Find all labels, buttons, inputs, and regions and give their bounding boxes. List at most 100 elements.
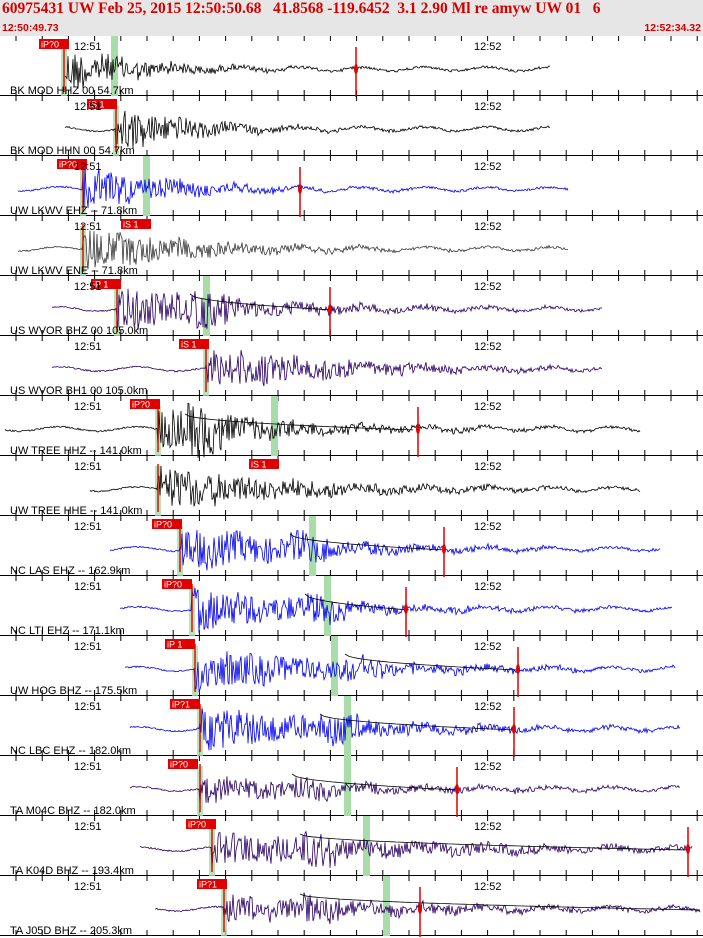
waveform-trace[interactable] — [17, 166, 569, 209]
travel-time-curve — [289, 533, 443, 551]
phase-band — [271, 396, 278, 456]
pick-label: iP?0 — [154, 520, 172, 530]
waveform-trace[interactable] — [52, 288, 603, 331]
minute-label: 12:51 — [74, 761, 102, 773]
travel-time-curve — [304, 593, 410, 611]
waveform-trace[interactable] — [17, 230, 568, 270]
trace-panel[interactable]: iP?1 12:51 12:52 NC LBC EHZ -- 182.0km — [0, 696, 703, 757]
channel-label: US WVOR BH1 00 105.0km — [10, 385, 148, 397]
pick-flag — [162, 579, 192, 589]
minute-label: 12:52 — [474, 641, 502, 653]
waveform-trace[interactable] — [119, 587, 673, 633]
minute-label: 12:51 — [74, 161, 102, 173]
pick-label: iP?0 — [41, 40, 59, 50]
trace-panel[interactable]: iP?0 12:51 12:52 NC LAS EHZ -- 162.9km — [0, 516, 703, 577]
trace-panel[interactable]: iP?0 12:51 12:52 NC LTI EHZ -- 171.1km — [0, 576, 703, 637]
pick-marker[interactable]: iP 1 — [91, 279, 121, 290]
waveform-trace[interactable] — [89, 465, 641, 507]
phase-band — [143, 156, 150, 216]
trace-panel[interactable]: iP?0 12:51 12:52 TA M04C BHZ -- 182.0km — [0, 756, 703, 817]
pick-label: iP?0 — [164, 580, 182, 590]
waveform-trace[interactable] — [139, 830, 693, 869]
trace-panel[interactable]: iP 1 12:51 12:52 UW HOG BHZ -- 175.5km — [0, 636, 703, 697]
pick-flag — [170, 699, 200, 709]
travel-time-curve — [299, 833, 689, 851]
trace-panel[interactable]: iS 1 12:51 12:52 UW LKWV ENE -- 71.8km — [0, 216, 703, 277]
pick-marker[interactable]: iP?0 — [57, 159, 87, 170]
pick-marker[interactable]: iP?0 — [130, 399, 160, 410]
pick-marker[interactable]: iS 1 — [249, 459, 279, 470]
minute-label: 12:52 — [474, 161, 502, 173]
channel-label: UW TREE HHE -- 141.0km — [10, 505, 142, 517]
minute-label: 12:52 — [474, 221, 502, 233]
waveform-trace[interactable] — [129, 708, 681, 751]
trace-panel[interactable]: iP?0 12:51 12:52 UW TREE HHZ -- 141.0km — [0, 396, 703, 458]
pick-flag — [249, 459, 279, 469]
pick-marker[interactable]: iP?0 — [168, 759, 198, 770]
window-end-time: 12:52:34.32 — [644, 22, 701, 34]
waveform-trace[interactable] — [124, 651, 676, 693]
header-bar: 60975431 UW Feb 25, 2015 12:50:50.68 41.… — [0, 0, 703, 36]
pick-marker[interactable]: iP?0 — [186, 819, 216, 830]
waveform-trace[interactable] — [129, 776, 681, 804]
phase-band — [111, 36, 118, 96]
pick-flag — [39, 39, 69, 49]
pick-flag — [197, 879, 227, 889]
trace-panel[interactable]: iS 1 12:51 12:52 UW TREE HHE -- 141.0km — [0, 456, 703, 517]
pick-marker[interactable]: iP 1 — [165, 639, 195, 650]
minute-label: 12:52 — [474, 461, 502, 473]
pick-flag — [91, 279, 121, 289]
waveform-trace[interactable] — [4, 402, 641, 458]
pick-flag — [168, 759, 198, 769]
channel-label: UW LKWV EHZ -- 71.8km — [10, 205, 137, 217]
minute-label: 12:52 — [474, 41, 502, 53]
phase-band — [203, 276, 210, 336]
trace-panel[interactable]: iS 112:51 12:52 BK MOD HHN 00 54.7km — [0, 96, 703, 157]
waveform-trace[interactable] — [109, 530, 661, 571]
trace-panel[interactable]: iP?1 12:51 12:52 TA J05D BHZ -- 205.3km — [0, 876, 703, 937]
minute-label: 12:52 — [474, 281, 502, 293]
channel-label: US WVOR BHZ 00 105.0km — [10, 325, 148, 337]
trace-panel[interactable]: iS 1 12:51 12:52 US WVOR BH1 00 105.0km — [0, 336, 703, 397]
minute-label: 12:52 — [474, 701, 502, 713]
pick-label: iS 1 — [89, 100, 105, 110]
minute-label: 12:51 — [74, 881, 102, 893]
trace-panel[interactable]: iP 112:51 12:52 US WVOR BHZ 00 105.0km — [0, 276, 703, 337]
amplitude-marker-head — [455, 784, 459, 794]
pick-marker[interactable]: iS 1 — [87, 99, 117, 110]
pick-marker[interactable]: iP?1 — [170, 699, 200, 710]
waveform-trace[interactable] — [64, 110, 551, 149]
pick-label: iP?0 — [188, 820, 206, 830]
pick-flag — [179, 339, 209, 349]
trace-panel[interactable]: iP?0 12:51 12:52 TA K04D BHZ -- 193.4km — [0, 816, 703, 877]
pick-label: iP?0 — [170, 760, 188, 770]
phase-band — [331, 636, 338, 696]
waveform-trace[interactable] — [64, 53, 551, 89]
waveform-trace[interactable] — [51, 350, 602, 387]
trace-panel[interactable]: iP?012:51 12:52 UW LKWV EHZ -- 71.8km — [0, 156, 703, 217]
channel-label: UW HOG BHZ -- 175.5km — [10, 685, 137, 697]
amplitude-marker-head — [298, 184, 302, 194]
pick-marker[interactable]: iP?0 — [152, 519, 182, 530]
channel-label: UW TREE HHZ -- 141.0km — [10, 445, 142, 457]
window-start-time: 12:50:49.73 — [2, 22, 59, 34]
minute-label: 12:51 — [74, 41, 102, 53]
minute-label: 12:52 — [474, 821, 502, 833]
minute-label: 12:52 — [474, 581, 502, 593]
pick-flag — [57, 159, 87, 169]
pick-marker[interactable]: iP?0 — [39, 39, 69, 50]
pick-flag — [165, 639, 195, 649]
pick-flag — [130, 399, 160, 409]
pick-marker[interactable]: iP?1 — [197, 879, 227, 890]
channel-label: UW LKWV ENE -- 71.8km — [10, 265, 138, 277]
pick-label: iP 1 — [93, 280, 108, 290]
pick-marker[interactable]: iS 1 — [179, 339, 209, 350]
pick-label: iS 1 — [251, 460, 267, 470]
trace-panel[interactable]: iP?0 12:51 12:52 BK MOD HHZ 00 54.7km — [0, 36, 703, 97]
travel-time-curve — [319, 713, 513, 731]
pick-label: iP?1 — [199, 880, 217, 890]
pick-marker[interactable]: iP?0 — [162, 579, 192, 590]
minute-label: 12:52 — [474, 401, 502, 413]
pick-marker[interactable]: iS 1 — [121, 219, 151, 230]
